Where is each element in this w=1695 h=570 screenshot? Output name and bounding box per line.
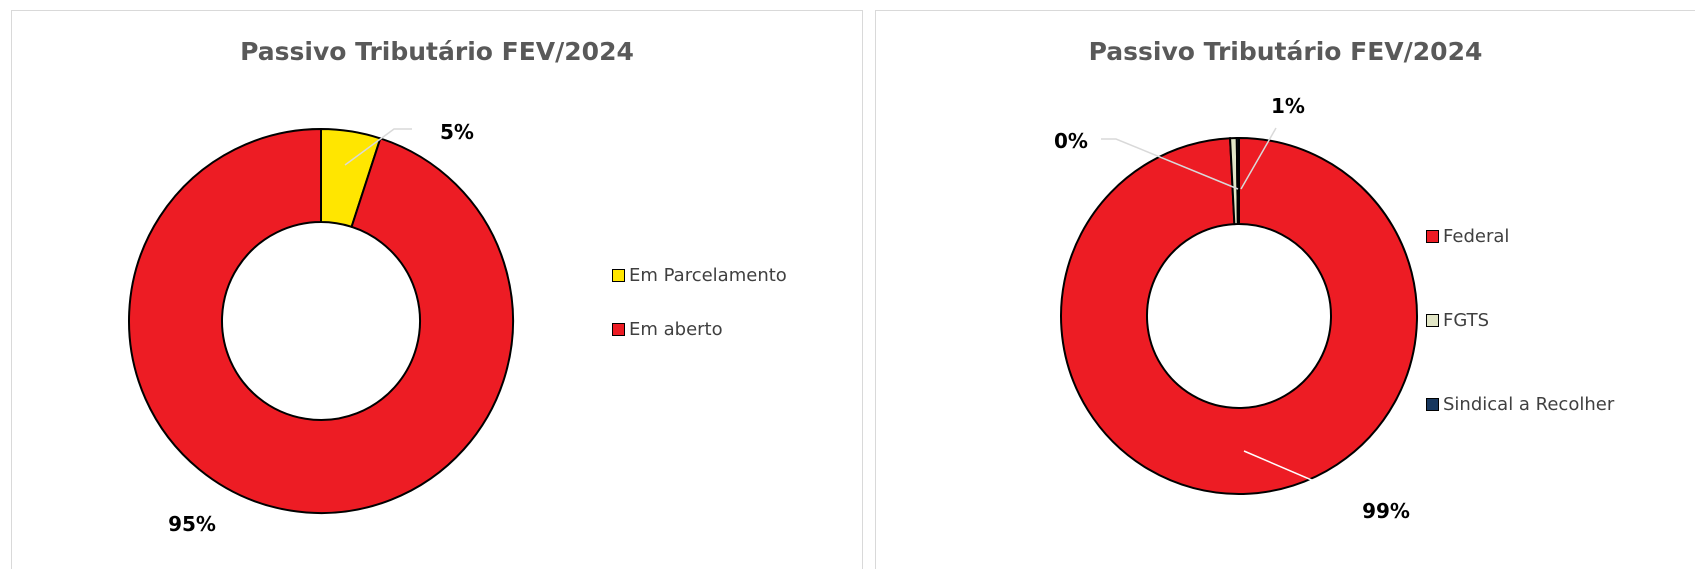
legend-item-fgts: FGTS (1426, 310, 1489, 331)
donut-chart-2: 99% 1% 0% (1054, 94, 1418, 523)
legend-label: Sindical a Recolher (1443, 394, 1615, 415)
leader-line-federal (1243, 450, 1357, 500)
data-label-em-aberto: 95% (168, 512, 216, 536)
leader-line-em-parcelamento (344, 128, 412, 166)
data-label-sindical-a-recolher: 0% (1054, 129, 1088, 153)
legend-swatch (1426, 230, 1439, 243)
data-label-federal: 99% (1362, 499, 1410, 523)
leader-line-sindical-a-recolher (1101, 138, 1239, 190)
chart-title: Passivo Tributário FEV/2024 (240, 37, 634, 66)
legend-swatch (1426, 398, 1439, 411)
data-label-em-parcelamento: 5% (440, 120, 474, 144)
legend-item-em-parcelamento: Em Parcelamento (612, 265, 787, 286)
leader-lines (1101, 127, 1357, 500)
legend-item-sindical-a-recolher: Sindical a Recolher (1426, 394, 1614, 415)
legend-label: FGTS (1443, 310, 1490, 331)
legend-item-em-aberto: Em aberto (612, 319, 723, 340)
legend-swatch (1426, 314, 1439, 327)
legend-swatch (612, 269, 625, 282)
donut-chart-1: 5% 95% (128, 120, 514, 536)
chart-panel-2: Passivo Tributário FEV/2024 99% 1% 0% Fede… (875, 10, 1695, 569)
legend-label: Federal (1443, 226, 1510, 247)
slice-federal (1060, 136, 1418, 495)
legend-label: Em Parcelamento (629, 265, 787, 286)
slice-sindical-a-recolher (1235, 136, 1240, 226)
slice-em-aberto (128, 127, 514, 514)
leader-lines (344, 128, 412, 166)
chart-title: Passivo Tributário FEV/2024 (1088, 37, 1483, 66)
leader-line-fgts (1240, 127, 1277, 190)
legend-item-federal: Federal (1426, 226, 1509, 247)
data-label-fgts: 1% (1271, 94, 1305, 118)
legend-swatch (612, 323, 625, 336)
chart-panel-1: Passivo Tributário FEV/2024 5% 95% Em Par… (11, 10, 863, 569)
legend-label: Em aberto (629, 319, 723, 340)
